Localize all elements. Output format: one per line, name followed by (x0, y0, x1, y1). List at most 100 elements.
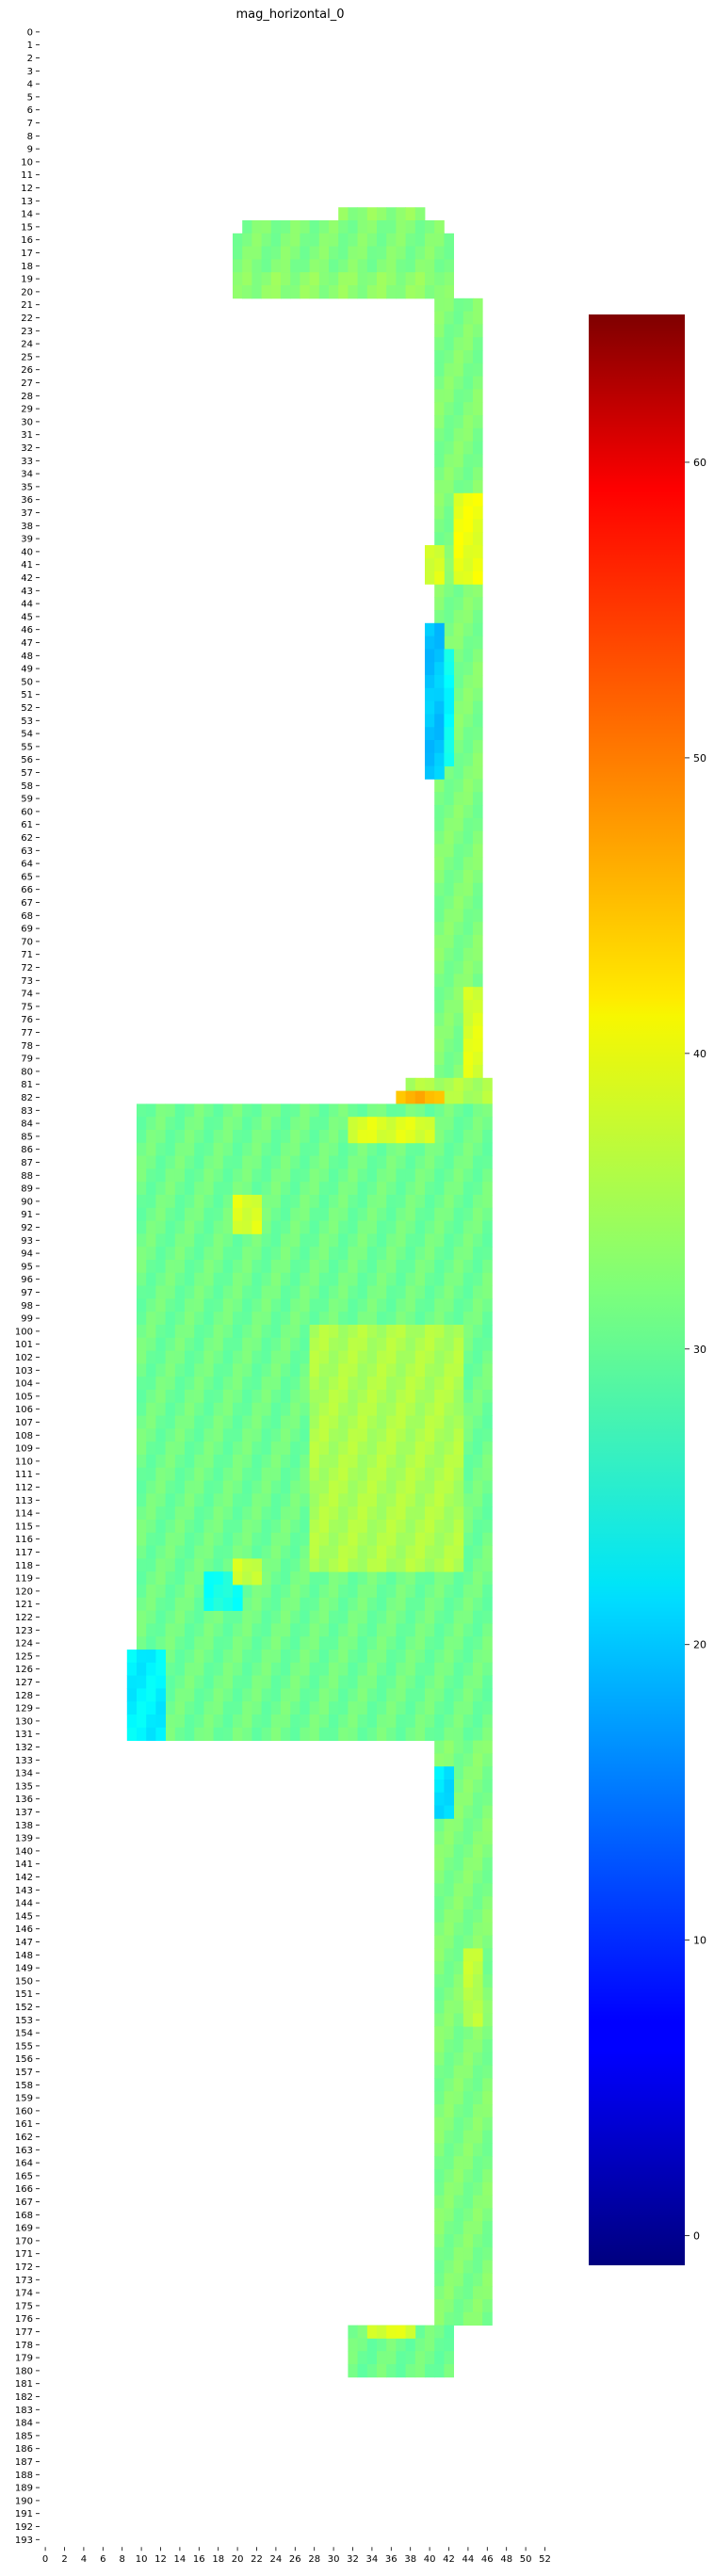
heatmap-cell (338, 1350, 349, 1364)
heatmap-cell (146, 1363, 156, 1377)
y-tick-label: 136 (15, 1795, 33, 1805)
heatmap-cell (434, 1312, 445, 1326)
heatmap-cell (462, 610, 474, 624)
heatmap-cell (261, 1520, 272, 1534)
heatmap-cell (203, 1337, 214, 1351)
heatmap-cell (444, 2052, 454, 2066)
heatmap-cell (473, 805, 483, 819)
heatmap-cell (348, 1130, 358, 1144)
y-tick-label: 38 (21, 522, 33, 532)
heatmap-cell (174, 1727, 186, 1741)
heatmap-cell (300, 1390, 310, 1404)
heatmap-cell (338, 1715, 349, 1729)
heatmap-cell (425, 1155, 435, 1169)
heatmap-cell (405, 1155, 416, 1169)
heatmap-cell (482, 1857, 493, 1871)
heatmap-cell (462, 2234, 474, 2248)
heatmap-cell (396, 1090, 406, 1104)
heatmap-cell (482, 1298, 493, 1312)
heatmap-cell (473, 1402, 483, 1416)
heatmap-cell (203, 1402, 214, 1416)
heatmap-cell (434, 1753, 445, 1767)
heatmap-cell (290, 233, 300, 247)
heatmap-cell (405, 1480, 416, 1494)
heatmap-cell (453, 1155, 464, 1169)
heatmap-cell (233, 1350, 243, 1364)
heatmap-cell (396, 1623, 406, 1637)
heatmap-cell (386, 1455, 397, 1469)
heatmap-cell (185, 1545, 195, 1559)
heatmap-cell (185, 1247, 195, 1261)
heatmap-cell (462, 1207, 474, 1221)
heatmap-cell (473, 2221, 483, 2235)
heatmap-cell (155, 1675, 166, 1689)
heatmap-cell (146, 1571, 156, 1586)
heatmap-cell (338, 207, 349, 221)
heatmap-cell (444, 1715, 454, 1729)
heatmap-cell (290, 1597, 300, 1611)
heatmap-cell (396, 1195, 406, 1209)
heatmap-cell (462, 1935, 474, 1949)
heatmap-cell (261, 1247, 272, 1261)
heatmap-cell (453, 1974, 464, 1988)
heatmap-cell (213, 1103, 224, 1118)
heatmap-cell (414, 1207, 426, 1221)
heatmap-cell (357, 207, 368, 221)
heatmap-cell (444, 1766, 454, 1780)
heatmap-cell (281, 1558, 291, 1572)
heatmap-cell (290, 1558, 300, 1572)
heatmap-cell (473, 1987, 483, 2001)
heatmap-cell (386, 1506, 397, 1521)
heatmap-cell (348, 1325, 358, 1339)
heatmap-cell (203, 1233, 214, 1248)
heatmap-cell (425, 1337, 435, 1351)
heatmap-cell (137, 1506, 147, 1521)
heatmap-cell (453, 1077, 464, 1091)
heatmap-cell (473, 2169, 483, 2183)
heatmap-cell (414, 1220, 426, 1234)
heatmap-cell (222, 1220, 234, 1234)
heatmap-cell (434, 1130, 445, 1144)
heatmap-cell (366, 2364, 378, 2378)
heatmap-cell (425, 1532, 435, 1546)
heatmap-cell (203, 1130, 214, 1144)
heatmap-cell (444, 636, 454, 650)
heatmap-cell (213, 1675, 224, 1689)
heatmap-cell (300, 233, 310, 247)
heatmap-cell (203, 1545, 214, 1559)
heatmap-cell (290, 1585, 300, 1599)
heatmap-cell (357, 1325, 368, 1339)
heatmap-cell (366, 1558, 378, 1572)
heatmap-cell (482, 1363, 493, 1377)
y-tick-label: 39 (21, 535, 33, 545)
heatmap-cell (405, 2325, 416, 2339)
heatmap-cell (290, 1610, 300, 1624)
heatmap-cell (434, 636, 445, 650)
heatmap-cell (482, 1155, 493, 1169)
heatmap-cell (366, 1715, 378, 1729)
heatmap-cell (453, 1896, 464, 1910)
heatmap-cell (261, 1260, 272, 1274)
y-tick-label: 7 (27, 119, 33, 129)
heatmap-cell (185, 1480, 195, 1494)
y-tick-label: 74 (21, 990, 33, 1000)
heatmap-cell (281, 285, 291, 299)
heatmap-cell (338, 1247, 349, 1261)
heatmap-cell (233, 1260, 243, 1274)
heatmap-cell (482, 1480, 493, 1494)
heatmap-cell (482, 2221, 493, 2235)
heatmap-cell (453, 1312, 464, 1326)
heatmap-cell (444, 1363, 454, 1377)
heatmap-cell (405, 1168, 416, 1183)
heatmap-cell (396, 1662, 406, 1676)
heatmap-cell (405, 1233, 416, 1248)
y-tick-label: 51 (21, 690, 33, 700)
heatmap-cell (222, 1715, 234, 1729)
heatmap-cell (414, 1298, 426, 1312)
heatmap-cell (270, 1428, 282, 1442)
heatmap-cell (462, 1480, 474, 1494)
heatmap-cell (213, 1350, 224, 1364)
heatmap-cell (482, 2078, 493, 2092)
heatmap-cell (252, 1325, 262, 1339)
heatmap-cell (242, 1247, 252, 1261)
